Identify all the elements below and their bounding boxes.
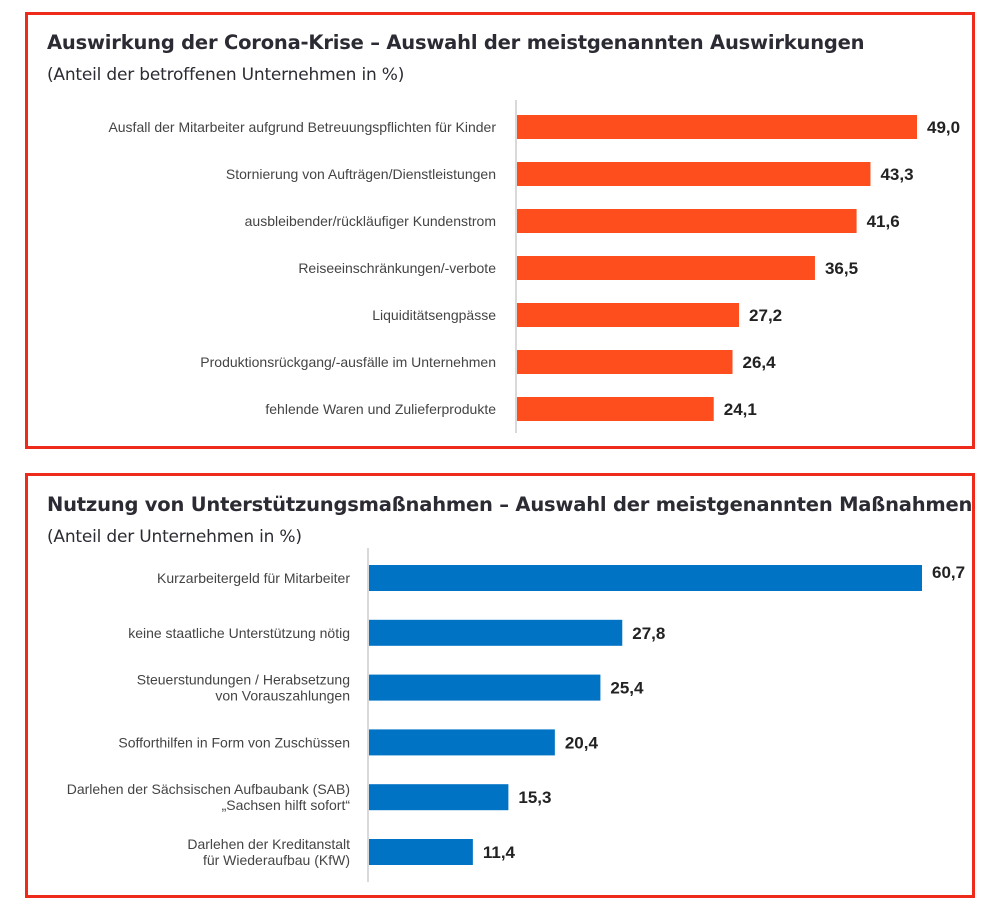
category-label: keine staatliche Unterstützung nötig bbox=[128, 625, 350, 641]
category-label: Liquiditätsengpässe bbox=[372, 307, 496, 323]
data-label: 24,1 bbox=[724, 400, 757, 419]
data-label: 27,2 bbox=[749, 306, 782, 325]
data-label: 25,4 bbox=[610, 679, 644, 698]
category-label: Stornierung von Aufträgen/Dienstleistung… bbox=[226, 166, 496, 182]
bar bbox=[517, 162, 871, 186]
chart-title: Nutzung von Unterstützungsmaßnahmen – Au… bbox=[47, 493, 973, 516]
bar bbox=[517, 350, 733, 374]
category-label: Produktionsrückgang/-ausfälle im Unterne… bbox=[200, 354, 496, 370]
category-label: ausbleibender/rückläufiger Kundenstrom bbox=[245, 213, 496, 229]
data-label: 41,6 bbox=[867, 212, 900, 231]
category-label: Sofforthilfen in Form von Zuschüssen bbox=[118, 734, 350, 750]
bar bbox=[517, 397, 714, 421]
category-label: Ausfall der Mitarbeiter aufgrund Betreuu… bbox=[108, 119, 496, 135]
data-label: 49,0 bbox=[927, 118, 960, 137]
category-label: für Wiederaufbau (KfW) bbox=[203, 852, 350, 868]
data-label: 36,5 bbox=[825, 259, 858, 278]
bar bbox=[517, 209, 857, 233]
category-label: von Vorauszahlungen bbox=[215, 688, 350, 704]
data-label: 43,3 bbox=[880, 165, 913, 184]
chart-subtitle: (Anteil der Unternehmen in %) bbox=[47, 527, 302, 547]
category-label: Reiseeinschränkungen/-verbote bbox=[298, 260, 496, 276]
category-label: Steuerstundungen / Herabsetzung bbox=[137, 672, 350, 688]
category-label: Darlehen der Kreditanstalt bbox=[187, 836, 350, 852]
category-label: fehlende Waren und Zulieferprodukte bbox=[265, 401, 496, 417]
chart-1-plot: 49,0 Ausfall der Mitarbeiter aufgrund Bet… bbox=[108, 100, 960, 433]
category-label: „Sachsen hilft sofort“ bbox=[222, 797, 351, 813]
chart-2-plot: 60,7 Kurzarbeitergeld für Mitarbeiter 27,8… bbox=[67, 548, 965, 882]
bar bbox=[369, 674, 601, 701]
data-label: 60,7 bbox=[932, 563, 965, 582]
data-label: 27,8 bbox=[632, 624, 665, 643]
data-label: 20,4 bbox=[565, 733, 599, 752]
bar bbox=[517, 303, 740, 327]
chart-subtitle: (Anteil der betroffenen Unternehmen in %… bbox=[47, 65, 405, 85]
bar bbox=[517, 115, 917, 139]
data-label: 15,3 bbox=[518, 788, 551, 807]
data-label: 26,4 bbox=[743, 353, 777, 372]
bar bbox=[369, 565, 922, 591]
bar bbox=[517, 256, 815, 280]
category-label: Kurzarbeitergeld für Mitarbeiter bbox=[157, 570, 350, 586]
bar bbox=[369, 784, 509, 811]
bar bbox=[369, 729, 555, 756]
bar bbox=[369, 619, 623, 646]
category-label: Darlehen der Sächsischen Aufbaubank (SAB… bbox=[67, 781, 350, 797]
data-label: 11,4 bbox=[483, 843, 516, 862]
chart-title: Auswirkung der Corona-Krise – Auswahl de… bbox=[47, 31, 865, 54]
bar bbox=[369, 839, 473, 865]
